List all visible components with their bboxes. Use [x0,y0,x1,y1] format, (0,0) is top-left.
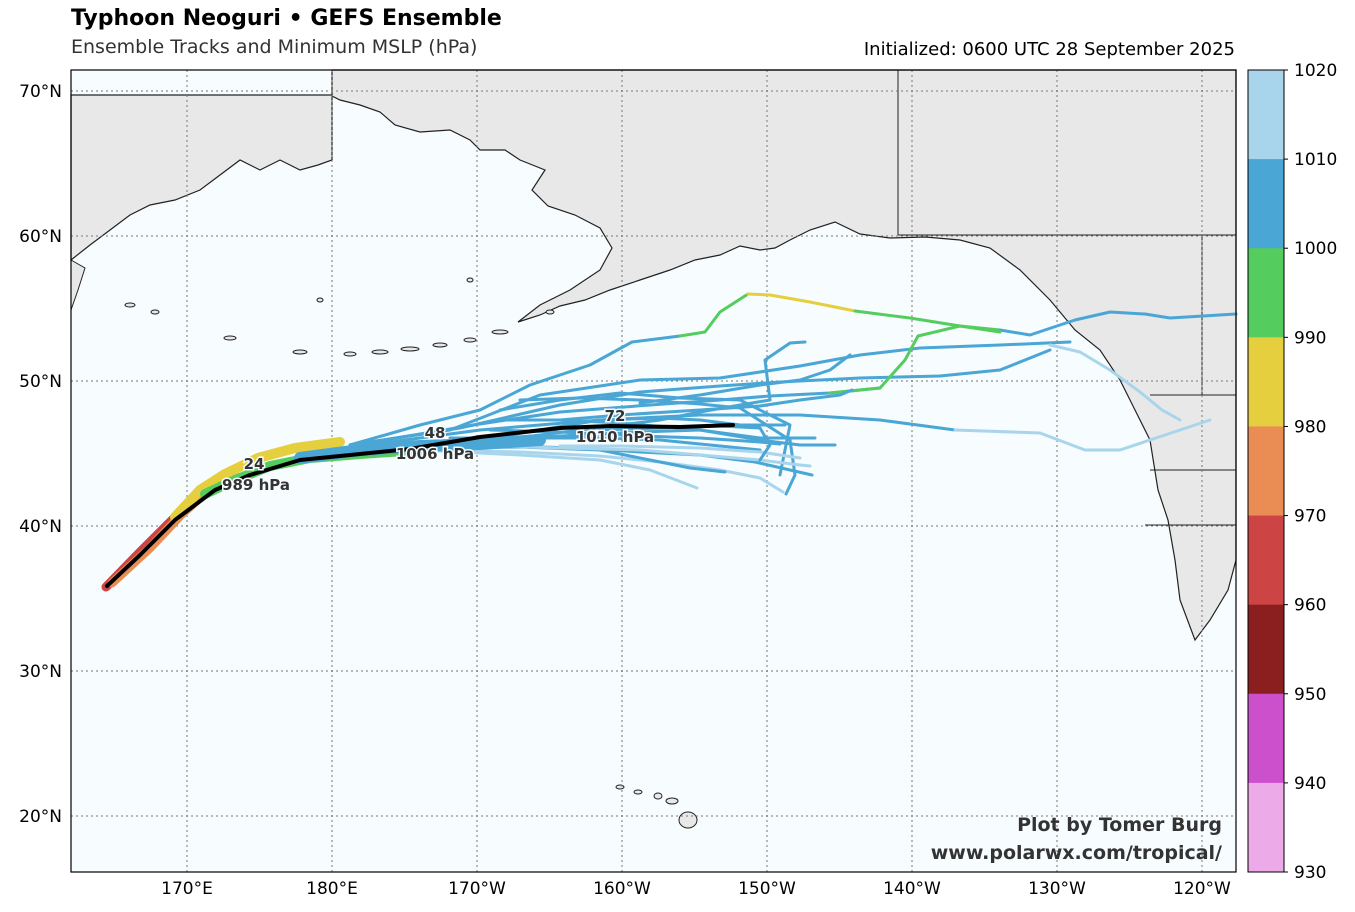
lat-label-50: 50°N [19,372,62,392]
colorbar-tick-label: 960 [1294,596,1326,616]
colorbar-tick-label: 930 [1294,863,1326,883]
forecast-pressure-24: 989 hPa [222,476,290,494]
map-title: Typhoon Neoguri • GEFS Ensemble [71,6,502,31]
lon-label-180: 180°E [306,879,358,899]
colorbar-segment [1248,693,1284,784]
forecast-hour-72: 72 [605,407,626,425]
ensemble-mean-track [105,423,735,588]
latitude-labels: 70°N 60°N 50°N 40°N 30°N 20°N [19,82,62,827]
credit-author: Plot by Tomer Burg [1017,814,1222,836]
colorbar-segment [1248,515,1284,606]
north-america-land [331,69,1237,642]
lon-label-120w: 120°W [1173,879,1231,899]
forecast-pressure-48: 1006 hPa [396,445,474,463]
forecast-hour-24: 24 [244,455,265,473]
lon-label-160w: 160°W [593,879,651,899]
colorbar-tick-label: 950 [1294,685,1326,705]
aleutian-islands [124,277,555,357]
siberia-land [70,94,333,262]
lat-label-70: 70°N [19,82,62,102]
colorbar-tick-label: 990 [1294,328,1326,348]
colorbar-segment [1248,604,1284,695]
colorbar-frame [1247,69,1285,873]
map-subtitle: Ensemble Tracks and Minimum MSLP (hPa) [71,36,478,58]
lon-label-170e: 170°E [161,879,213,899]
lat-label-40: 40°N [19,517,62,537]
colorbar-segment [1248,782,1284,873]
colorbar-segment [1248,337,1284,427]
colorbar-tick-label: 1020 [1294,61,1337,81]
forecast-pressure-72: 1010 hPa [576,428,654,446]
colorbar-segment [1248,248,1284,338]
initialized-time: Initialized: 0600 UTC 28 September 2025 [863,39,1235,60]
forecast-hour-48: 48 [425,424,446,442]
gridlines [71,70,1236,872]
pressure-colorbar: 1020 1010 1000 990 980 970 960 950 940 930 [1247,61,1337,883]
lon-label-140w: 140°W [883,879,941,899]
lat-label-60: 60°N [19,227,62,247]
colorbar-tick-label: 970 [1294,507,1326,527]
lon-label-150w: 150°W [738,879,796,899]
colorbar-segment [1248,426,1284,517]
lon-label-170w: 170°W [448,879,506,899]
map-frame [70,69,1237,873]
colorbar-segment [1248,70,1284,160]
lat-label-20: 20°N [19,807,62,827]
colorbar-segment [1248,159,1284,249]
colorbar-tick-label: 1000 [1294,239,1337,259]
lon-label-130w: 130°W [1028,879,1086,899]
colorbar-tick-label: 980 [1294,417,1326,437]
credit-url: www.polarwx.com/tropical/ [931,842,1222,864]
colorbar-tick-label: 940 [1294,774,1326,794]
lat-label-30: 30°N [19,662,62,682]
longitude-labels: 170°E 180°E 170°W 160°W 150°W 140°W 130°… [161,879,1231,899]
ensemble-tracks [348,292,1238,496]
colorbar-tick-label: 1010 [1294,150,1337,170]
